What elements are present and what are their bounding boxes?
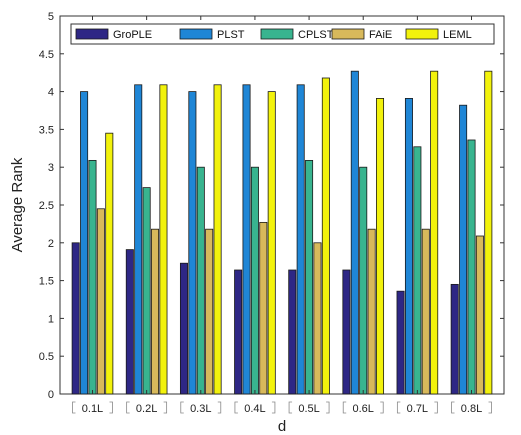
bar-PLST-0.2L: [134, 84, 143, 395]
bar-GroPLE-0.6L: [342, 269, 351, 395]
bar-CPLST-0.4L: [250, 166, 259, 395]
bar-CPLST-0.5L: [305, 159, 314, 395]
x-axis: 0.1L 0.2L 0.3L 0.4L 0.5L 0.6L 0.7L 0.8L: [72, 16, 492, 415]
bar-FAiE-0.5L: [313, 242, 322, 395]
bar-FAiE-0.6L: [367, 228, 376, 395]
legend-swatch-PLST: [179, 28, 213, 40]
bar-GroPLE-0.8L: [450, 283, 459, 395]
legend: GroPLE PLST CPLST FAiE LEML: [70, 23, 495, 45]
bar-LEML-0.4L: [267, 91, 276, 395]
x-tick-label: 0.4L: [244, 403, 265, 415]
bar-LEML-0.5L: [321, 77, 330, 395]
bar-GroPLE-0.1L: [71, 242, 80, 395]
bar-CPLST-0.6L: [359, 166, 368, 395]
bar-FAiE-0.1L: [96, 208, 105, 395]
x-tick-bracket-right: [163, 401, 168, 414]
bar-GroPLE-0.4L: [234, 269, 243, 395]
y-tick-label: 5: [48, 11, 54, 23]
x-tick-bracket-left: [288, 401, 293, 414]
x-tick-bracket-left: [396, 401, 401, 414]
bar-FAiE-0.8L: [475, 235, 484, 395]
x-tick-bracket-right: [217, 401, 222, 414]
bar-PLST-0.7L: [404, 98, 413, 395]
legend-swatch-LEML: [405, 28, 439, 40]
x-tick-bracket-left: [342, 401, 347, 414]
x-tick-bracket-right: [109, 401, 113, 414]
x-tick-bracket-right: [380, 401, 384, 414]
y-tick-label: 1.5: [39, 276, 54, 288]
bar-GroPLE-0.2L: [125, 249, 134, 395]
y-tick-label: 3: [48, 162, 54, 174]
plot-area: [59, 15, 505, 395]
bar-LEML-0.2L: [159, 84, 168, 395]
legend-swatch-GroPLE: [75, 28, 109, 40]
x-tick-bracket-right: [434, 401, 438, 414]
x-tick-bracket-left: [451, 401, 455, 414]
x-tick-bracket-right: [488, 401, 492, 414]
bar-PLST-0.4L: [242, 84, 251, 395]
bar-PLST-0.1L: [80, 91, 89, 395]
x-tick-bracket-left: [72, 401, 76, 414]
bars-group: [71, 70, 493, 395]
y-tick-label: 0: [48, 389, 54, 401]
bar-CPLST-0.2L: [142, 187, 151, 395]
legend-swatch-FAiE: [331, 28, 365, 40]
legend-label-PLST: PLST: [217, 29, 245, 41]
y-tick-label: 4: [48, 87, 54, 99]
bar-GroPLE-0.7L: [396, 290, 405, 395]
bar-GroPLE-0.5L: [288, 269, 297, 395]
legend-label-CPLST: CPLST: [298, 29, 334, 41]
legend-label-GroPLE: GroPLE: [113, 29, 152, 41]
bar-LEML-0.6L: [376, 98, 385, 395]
bar-CPLST-0.8L: [467, 139, 476, 395]
x-tick-label: 0.6L: [353, 403, 374, 415]
x-tick-label: 0.3L: [190, 403, 211, 415]
bar-CPLST-0.7L: [413, 146, 422, 395]
x-tick-bracket-right: [326, 401, 330, 414]
bar-LEML-0.3L: [213, 84, 222, 395]
bar-FAiE-0.7L: [421, 228, 430, 395]
bar-PLST-0.6L: [350, 70, 359, 395]
bar-CPLST-0.3L: [196, 166, 205, 395]
x-tick-bracket-right: [271, 401, 276, 414]
y-tick-label: 2.5: [39, 200, 54, 212]
y-tick-label: 3.5: [39, 124, 54, 136]
bar-CPLST-0.1L: [88, 159, 97, 395]
legend-label-LEML: LEML: [443, 29, 472, 41]
bar-PLST-0.3L: [188, 91, 197, 395]
bar-FAiE-0.4L: [259, 221, 268, 395]
bar-LEML-0.8L: [484, 70, 493, 395]
x-tick-label: 0.7L: [407, 403, 428, 415]
bar-FAiE-0.3L: [205, 228, 214, 395]
bar-PLST-0.5L: [296, 84, 305, 395]
bar-PLST-0.8L: [459, 104, 468, 395]
y-tick-label: 2: [48, 238, 54, 250]
x-tick-label: 0.2L: [136, 403, 157, 415]
x-tick-bracket-left: [234, 401, 238, 414]
bar-LEML-0.7L: [430, 70, 439, 395]
bar-FAiE-0.2L: [151, 228, 160, 395]
x-tick-label: 0.1L: [82, 403, 103, 415]
legend-swatch-CPLST: [260, 28, 294, 40]
bar-GroPLE-0.3L: [179, 262, 188, 395]
legend-label-FAiE: FAiE: [369, 29, 392, 41]
x-tick-bracket-left: [126, 401, 130, 414]
y-axis: 0 0.5 1 1.5 2 2.5 3 3.5 4 4.5 5: [39, 11, 504, 401]
x-tick-bracket-left: [180, 401, 184, 414]
bar-LEML-0.1L: [105, 132, 114, 395]
y-axis-label: Average Rank: [9, 157, 26, 252]
y-tick-label: 0.5: [39, 351, 54, 363]
y-tick-label: 1: [48, 313, 54, 325]
x-axis-label: d: [278, 418, 286, 435]
x-tick-label: 0.5L: [298, 403, 319, 415]
y-tick-label: 4.5: [39, 49, 54, 61]
x-tick-label: 0.8L: [461, 403, 482, 415]
